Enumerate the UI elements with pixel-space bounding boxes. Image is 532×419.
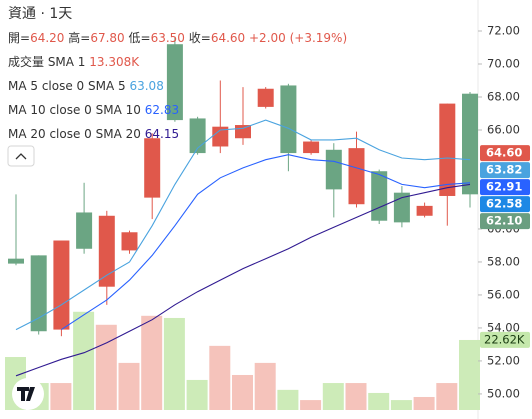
ohlc-value: 64.60 xyxy=(211,31,245,45)
candle-body xyxy=(144,138,161,198)
price-label: 62.10 xyxy=(486,214,522,228)
volume-bar xyxy=(300,400,322,410)
ma-legend-value: 62.83 xyxy=(145,103,179,117)
volume-label: 22.62K xyxy=(484,332,525,346)
volume-bar xyxy=(186,379,208,410)
y-tick-label: 52.00 xyxy=(487,353,520,367)
volume-bar xyxy=(73,311,95,410)
collapse-button[interactable] xyxy=(7,145,35,167)
volume-bar xyxy=(163,317,185,410)
y-tick-label: 66.00 xyxy=(487,122,520,136)
volume-bar xyxy=(254,362,276,410)
volume-bar xyxy=(232,374,253,410)
price-label: 62.58 xyxy=(486,197,522,211)
candle-body xyxy=(212,126,229,147)
candle-body xyxy=(76,212,93,249)
legend: 資通 · 1天 開=64.20 高=67.80 低=63.50 收=64.60 … xyxy=(8,6,347,141)
candle-body xyxy=(280,85,297,154)
volume-bar xyxy=(345,383,367,410)
ma-line xyxy=(15,119,471,331)
candle-body xyxy=(393,192,410,223)
y-tick-label: 56.00 xyxy=(487,287,520,301)
price-label-box xyxy=(480,179,530,196)
price-label-box xyxy=(480,213,530,230)
ohlc-label: 開= xyxy=(8,31,30,45)
ma-legend-name: MA 5 close 0 SMA 5 xyxy=(8,79,126,93)
candle-body xyxy=(8,258,24,264)
ma-legend: MA 10 close 0 SMA 10 62.83 xyxy=(8,103,179,117)
ma-legend-name: MA 20 close 0 SMA 20 xyxy=(8,127,141,141)
volume-legend-value: 13.308K xyxy=(89,55,140,69)
y-tick-label: 54.00 xyxy=(487,320,520,334)
chevron-icon xyxy=(15,153,27,160)
candle-body xyxy=(53,240,70,330)
ma-legend-value: 64.15 xyxy=(145,127,179,141)
volume-legend-name: 成交量 SMA 1 xyxy=(8,54,85,69)
volume-bar xyxy=(459,339,480,410)
volume-bar xyxy=(436,383,458,410)
candle-body xyxy=(121,232,138,251)
price-label: 64.60 xyxy=(486,146,522,160)
volume-bar xyxy=(50,383,72,410)
logo-mark xyxy=(17,387,35,401)
price-label-box xyxy=(480,196,530,213)
ma-legend-name: MA 10 close 0 SMA 10 xyxy=(8,103,141,117)
ohlc-value: 64.20 xyxy=(30,31,64,45)
candle-body xyxy=(98,215,115,287)
price-layer xyxy=(8,37,478,377)
volume-bar xyxy=(209,345,231,410)
y-tick-label: 58.00 xyxy=(487,254,520,268)
candle-body xyxy=(371,171,388,221)
volume-label-box xyxy=(480,331,530,348)
candle-body xyxy=(235,125,251,139)
ohlc-label: 高= xyxy=(68,30,90,45)
price-label-box xyxy=(480,162,530,179)
candle-body xyxy=(416,205,433,216)
logo[interactable] xyxy=(12,378,44,410)
candle-body xyxy=(325,149,342,190)
ma-legend: MA 5 close 0 SMA 5 63.08 xyxy=(8,79,164,93)
volume-bar xyxy=(390,400,412,410)
price-label: 63.82 xyxy=(486,163,522,177)
ma-line xyxy=(61,154,471,331)
ohlc-value: 67.80 xyxy=(90,31,124,45)
ma-line xyxy=(15,183,471,377)
ohlc-legend: 開=64.20 高=67.80 低=63.50 收=64.60 +2.00 (+… xyxy=(8,30,347,45)
y-tick-label: 70.00 xyxy=(487,57,520,71)
candle-body xyxy=(303,141,320,154)
change-value: +2.00 (+3.19%) xyxy=(249,31,347,45)
volume-bar xyxy=(277,389,299,410)
volume-layer xyxy=(5,311,480,410)
ohlc-label: 低= xyxy=(129,31,151,45)
candle-body xyxy=(439,103,456,196)
volume-bar xyxy=(118,362,140,410)
candle-body xyxy=(257,88,274,107)
y-tick-label: 68.00 xyxy=(487,89,520,103)
candle-body xyxy=(348,148,365,205)
volume-bar xyxy=(368,392,390,410)
chart-title: 資通 · 1天 xyxy=(8,6,72,22)
logo-dot xyxy=(30,387,34,391)
candle-body xyxy=(462,93,478,195)
volume-bar xyxy=(95,324,117,410)
ohlc-label: 收= xyxy=(189,31,211,45)
y-tick-label: 72.00 xyxy=(487,24,520,38)
ma-legend: MA 20 close 0 SMA 20 64.15 xyxy=(8,127,179,141)
volume-bar xyxy=(322,383,344,410)
button-frame[interactable] xyxy=(7,145,35,167)
volume-bar xyxy=(413,396,435,410)
axis-layer: 50.0052.0054.0056.0058.0060.0066.0068.00… xyxy=(478,24,530,400)
ohlc-value: 63.50 xyxy=(151,31,185,45)
price-label: 62.91 xyxy=(486,180,522,194)
price-label-box xyxy=(480,145,530,162)
ma-legend-value: 63.08 xyxy=(129,79,163,93)
volume-legend: 成交量 SMA 1 13.308K xyxy=(8,54,140,69)
volume-bar xyxy=(141,315,163,410)
candle-body xyxy=(166,44,183,121)
candle-body xyxy=(30,255,47,332)
y-tick-label: 50.00 xyxy=(487,386,520,400)
